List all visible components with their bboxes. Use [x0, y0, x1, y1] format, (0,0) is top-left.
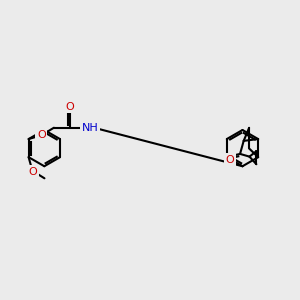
- Text: O: O: [226, 155, 234, 165]
- Text: O: O: [28, 167, 37, 176]
- Text: O: O: [37, 130, 46, 140]
- Text: NH: NH: [82, 123, 98, 133]
- Text: O: O: [65, 102, 74, 112]
